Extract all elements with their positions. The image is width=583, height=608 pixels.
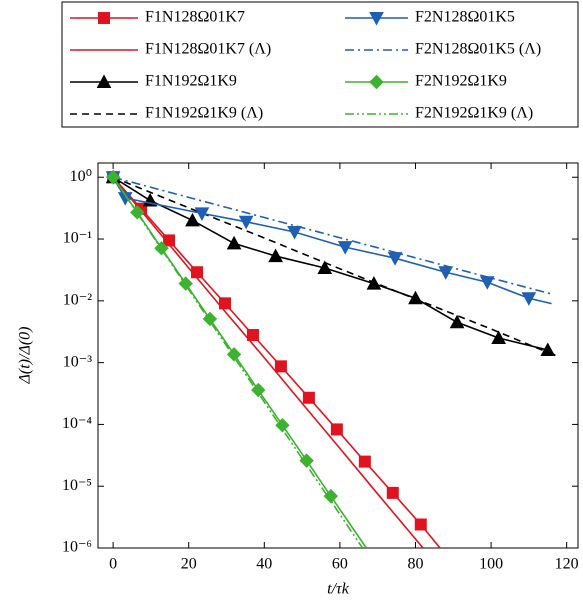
y-tick-label: 10⁻⁶: [62, 539, 92, 556]
marker: [323, 488, 339, 504]
marker: [438, 266, 454, 280]
marker: [194, 207, 210, 221]
series-line: [112, 176, 556, 357]
y-tick-label: 10⁻¹: [63, 230, 92, 247]
marker: [369, 74, 384, 90]
legend-box: [61, 1, 579, 128]
legend-label: F1N192Ω1K9 (Λ): [145, 105, 263, 122]
x-tick-label: 20: [181, 556, 197, 573]
series-line: [112, 176, 556, 357]
x-axis-label: t/τk: [327, 581, 350, 598]
y-tick-label: 10⁻³: [63, 353, 92, 370]
x-tick-label: 100: [479, 556, 503, 573]
marker: [251, 382, 266, 398]
marker: [337, 241, 353, 255]
legend-label: F2N192Ω1K9: [415, 73, 507, 90]
marker: [369, 12, 384, 26]
marker: [202, 311, 218, 327]
marker: [226, 347, 242, 362]
marker: [178, 276, 193, 291]
marker: [238, 215, 254, 230]
plot-area: [105, 169, 556, 548]
marker: [287, 225, 302, 240]
marker: [479, 276, 495, 290]
marker: [299, 453, 314, 468]
marker: [358, 455, 371, 468]
series-line: [112, 176, 424, 548]
marker: [491, 330, 506, 345]
marker: [98, 12, 110, 24]
marker: [449, 314, 465, 329]
marker: [96, 74, 112, 88]
series-line: [112, 176, 364, 548]
marker: [218, 297, 231, 310]
marker: [330, 423, 343, 436]
marker: [130, 205, 145, 220]
marker: [154, 241, 169, 256]
marker: [246, 328, 259, 341]
x-tick-label: 120: [555, 556, 579, 573]
legend-label: F2N128Ω01K5: [415, 9, 515, 26]
marker: [163, 234, 176, 247]
x-tick-label: 80: [407, 556, 423, 573]
marker: [540, 342, 556, 357]
plot-frame: [97, 162, 579, 549]
x-tick-label: 60: [332, 556, 348, 573]
marker: [408, 290, 423, 305]
marker: [185, 212, 200, 227]
legend-label: F1N128Ω01K7: [145, 9, 245, 26]
legend-label: F1N192Ω1K9: [145, 73, 237, 90]
series-line: [112, 176, 552, 295]
y-tick-label: 10⁰: [70, 168, 92, 185]
marker: [226, 235, 242, 250]
y-tick-label: 10⁻⁵: [62, 477, 92, 494]
y-axis-label: Δ(t)/Δ(0): [17, 327, 34, 385]
x-tick-label: 40: [256, 556, 272, 573]
x-tick-label: 0: [109, 556, 117, 573]
legend-label: F1N128Ω01K7 (Λ): [145, 41, 271, 58]
marker: [414, 518, 427, 531]
marker: [521, 292, 537, 306]
legend-label: F2N192Ω1K9 (Λ): [415, 105, 533, 122]
legend-label: F2N128Ω01K5 (Λ): [415, 41, 541, 58]
marker: [386, 486, 399, 499]
marker: [317, 260, 333, 274]
marker: [302, 391, 315, 404]
y-tick-label: 10⁻²: [63, 291, 92, 308]
y-tick-label: 10⁻⁴: [62, 415, 92, 432]
marker: [275, 418, 290, 433]
marker: [274, 360, 287, 373]
marker: [268, 248, 283, 263]
